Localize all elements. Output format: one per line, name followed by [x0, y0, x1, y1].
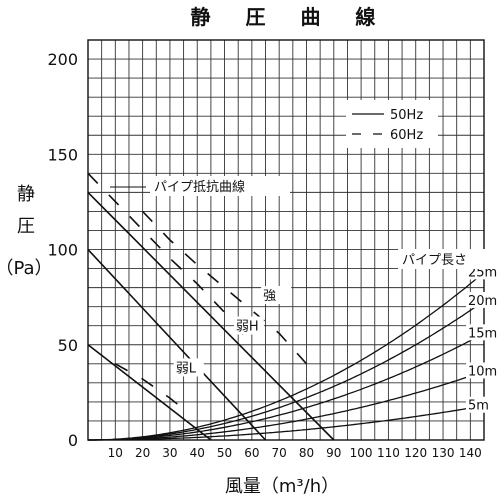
pipe-curve-label-25m: 25m: [468, 265, 497, 280]
pipe-curve-5m: [88, 405, 485, 441]
pipe-curve-label-10m: 10m: [468, 364, 497, 379]
y-tick-label: 200: [47, 50, 78, 69]
fan-curve-label-3: 弱L: [176, 361, 197, 376]
fan-curve-50hz-3: [87, 344, 212, 441]
pipe-curve-label-15m: 15m: [468, 326, 497, 341]
x-tick-label: 120: [404, 446, 427, 460]
fan-curve-60hz-1: [142, 210, 308, 365]
plot-frame: [87, 39, 485, 441]
x-tick-label: 20: [135, 446, 150, 460]
legend-box: [346, 100, 438, 148]
y-axis-label-2: 圧: [17, 216, 35, 237]
fan-curve-60hz-2: [87, 172, 253, 346]
x-tick-label: 70: [272, 446, 287, 460]
pipe-curve-label-bg: [466, 324, 494, 341]
pipe-length-label: パイプ長さ: [402, 253, 467, 268]
pipe-curve-label-bg: [466, 362, 494, 379]
x-tick-label: 30: [162, 446, 177, 460]
x-tick-label: 100: [350, 446, 373, 460]
fan-curve-label-1: 強: [263, 289, 276, 304]
x-tick-label: 50: [217, 446, 232, 460]
y-axis-label-1: 静: [17, 184, 35, 205]
x-axis-label: 風量（m³/h）: [225, 476, 339, 497]
chart-title: 静 圧 曲 線: [191, 5, 390, 29]
y-tick-label: 0: [68, 431, 78, 450]
fan-curve-label-bg: [173, 358, 204, 377]
y-tick-label: 100: [47, 241, 78, 260]
fan-curve-50hz-1: [87, 191, 335, 441]
x-tick-label: 10: [108, 446, 123, 460]
y-axis-unit: （Pa）: [0, 258, 53, 279]
pipe-curve-label-5m: 5m: [468, 399, 489, 414]
x-tick-label: 40: [190, 446, 205, 460]
pipe-curve-label-bg: [466, 396, 494, 413]
legend-label-60hz: 60Hz: [390, 128, 423, 143]
x-tick-label: 110: [377, 446, 400, 460]
x-tick-label: 140: [459, 446, 482, 460]
pipe-curve-10m: [88, 370, 485, 441]
legend: 50Hz 60Hz: [346, 100, 438, 148]
pipe-curve-15m: [88, 332, 485, 441]
pipe-curve-20m: [88, 300, 485, 441]
legend-label-50hz: 50Hz: [390, 108, 423, 123]
x-tick-label: 60: [244, 446, 259, 460]
fan-curve-label-bg: [233, 316, 264, 335]
pipe-length-label-bg: [398, 249, 496, 269]
label-layer: 0 50 100 150 200 10 20 30 40 50 60 70 80 90 100 110 120 1…: [47, 50, 497, 460]
pipe-curve-25m: [88, 271, 485, 441]
pipe-curve-label-bg: [466, 291, 494, 308]
pipe-resistance-label-bg: [150, 176, 290, 196]
y-tick-label: 50: [58, 336, 78, 355]
pipe-resistance-label: パイプ抵抗曲線: [154, 179, 245, 195]
curve-layer: [87, 172, 485, 441]
fan-curve-label-bg: [261, 286, 292, 305]
x-tick-label: 90: [326, 446, 341, 460]
x-tick-label: 80: [299, 446, 314, 460]
y-tick-label: 150: [47, 145, 78, 164]
fan-curve-label-2: 弱H: [236, 320, 259, 335]
x-tick-label: 130: [432, 446, 455, 460]
fan-curve-50hz-2: [87, 248, 267, 441]
pipe-curve-label-20m: 20m: [468, 294, 497, 309]
